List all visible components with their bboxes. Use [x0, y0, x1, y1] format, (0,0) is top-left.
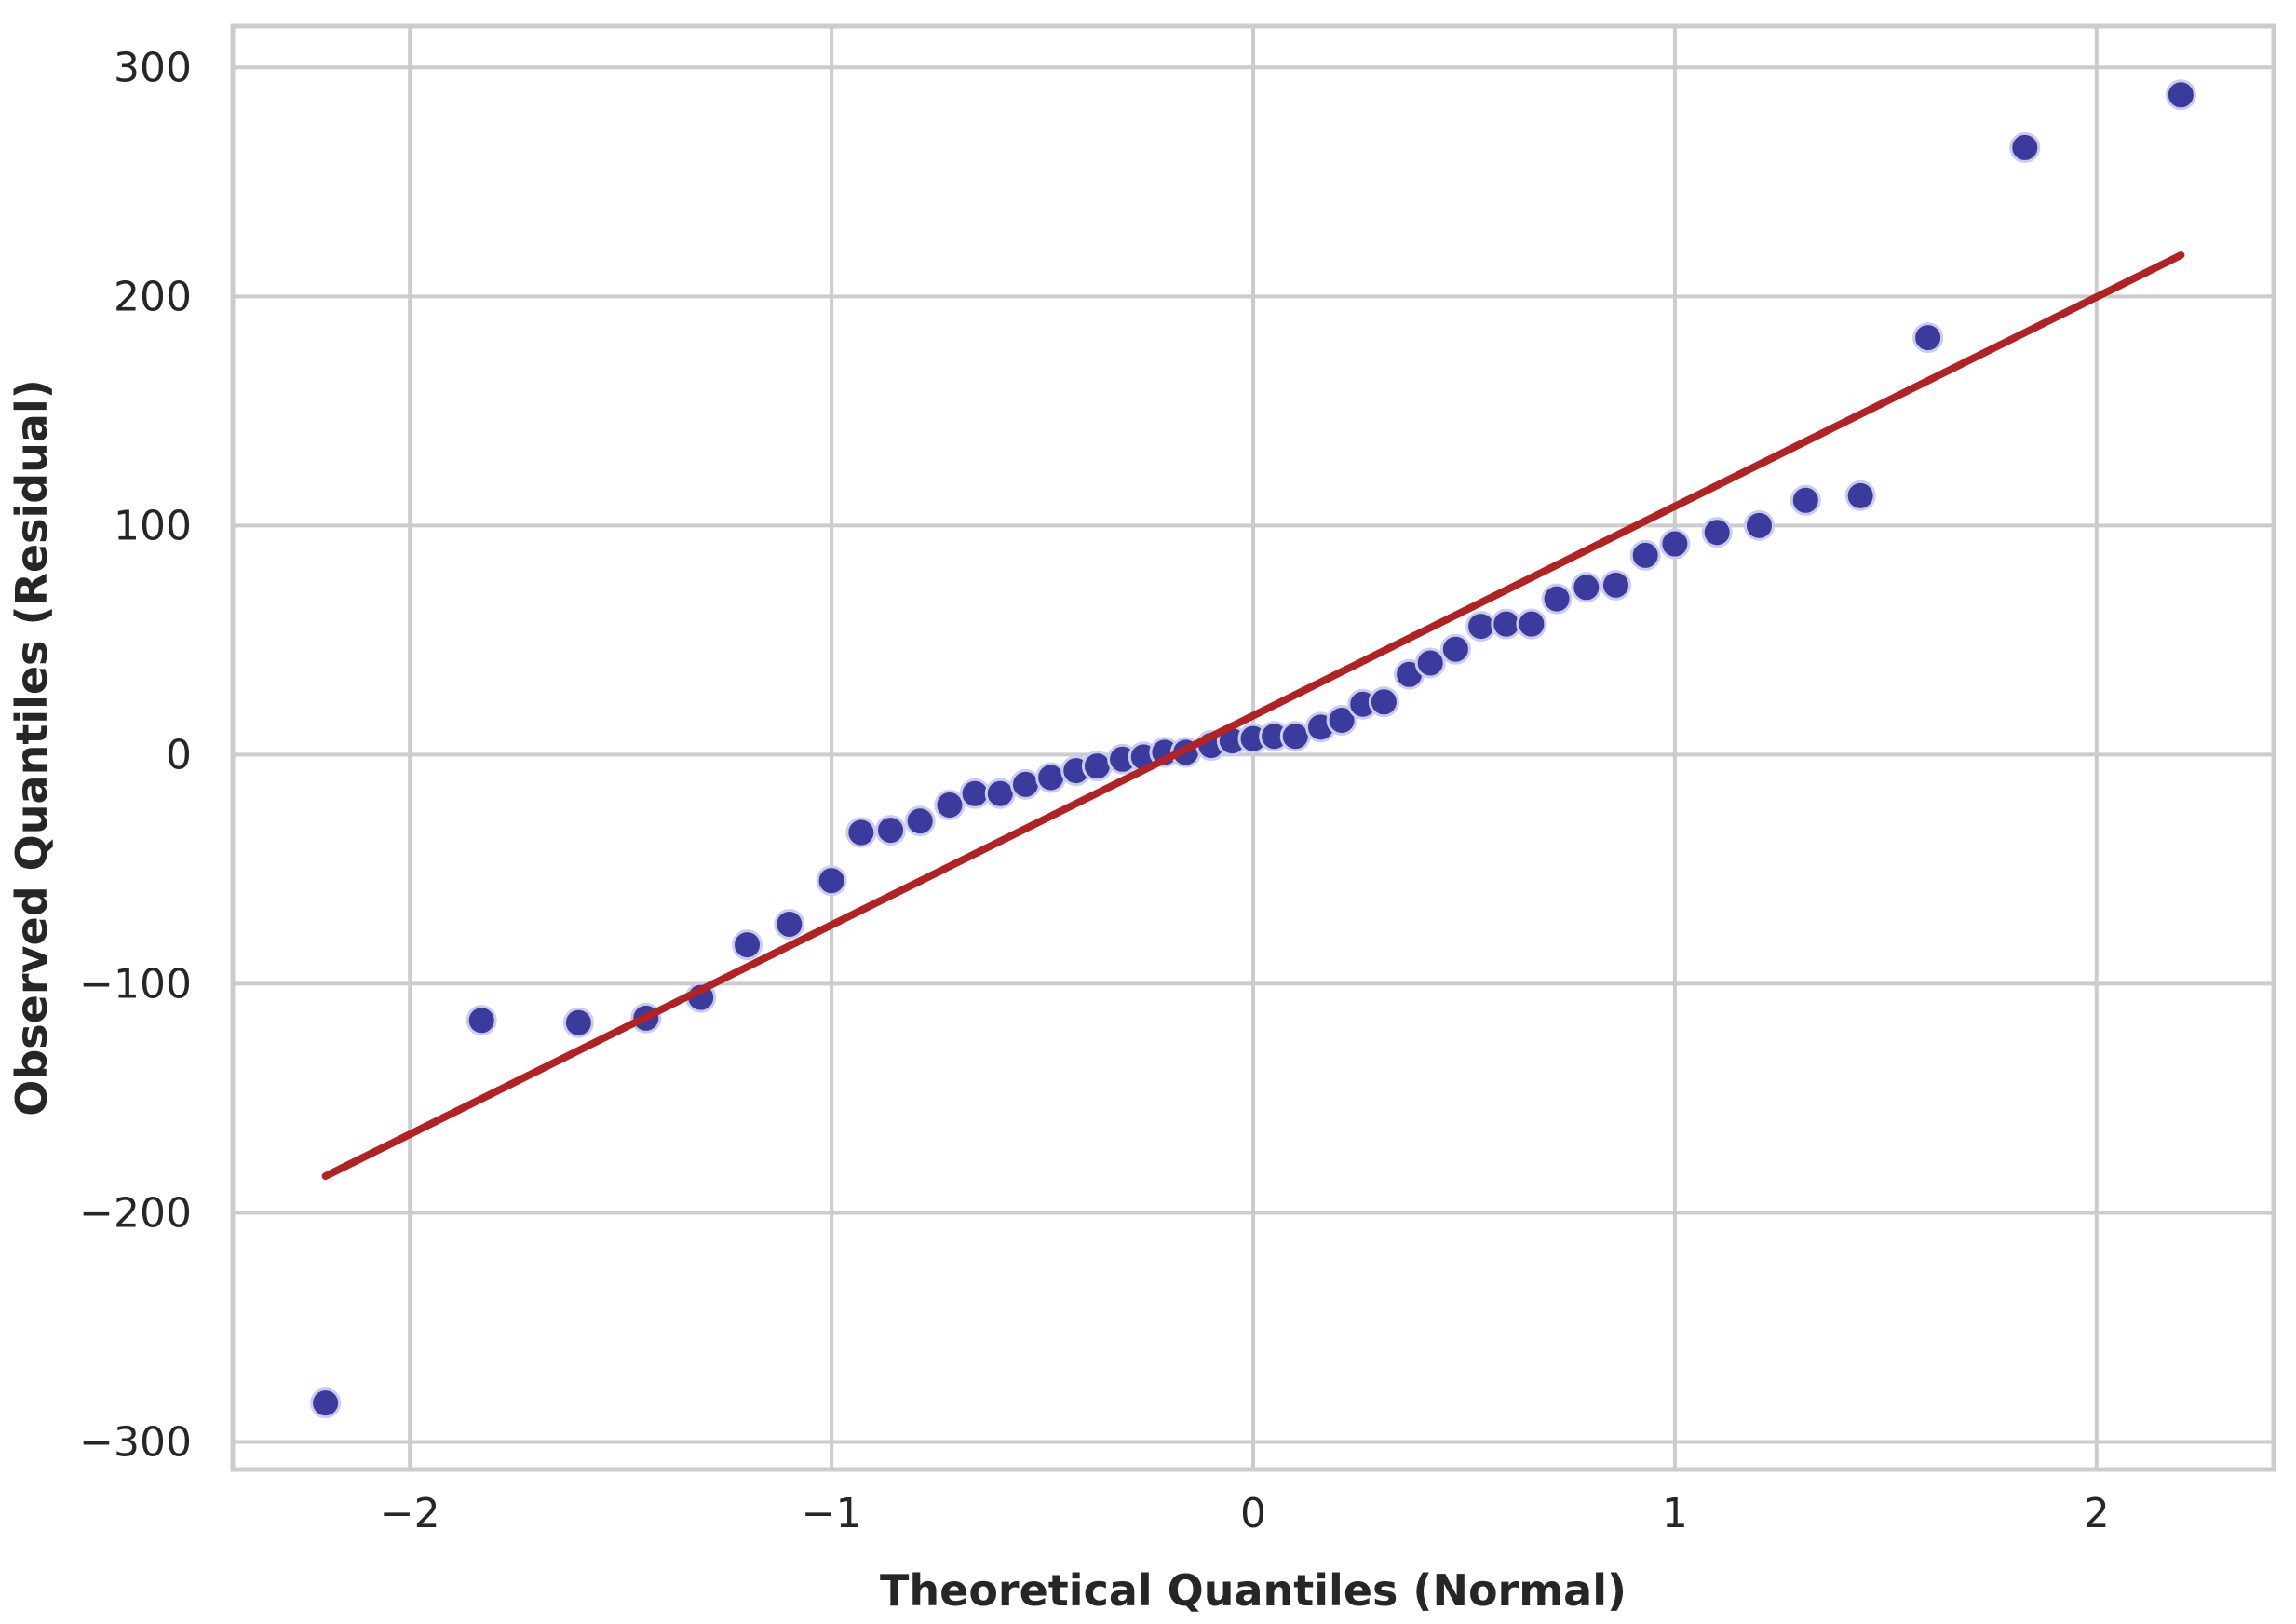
- y-tick-label: −300: [79, 1418, 192, 1466]
- x-axis-label: Theoretical Quantiles (Normal): [880, 1565, 1627, 1616]
- data-point: [845, 817, 877, 848]
- x-tick-label: −1: [802, 1490, 862, 1537]
- data-point: [466, 1005, 497, 1036]
- data-point: [1516, 608, 1547, 640]
- y-tick-label: 200: [114, 273, 192, 320]
- data-point: [732, 929, 763, 961]
- data-point: [1081, 751, 1113, 782]
- data-point: [875, 815, 907, 846]
- data-point: [934, 790, 966, 821]
- data-point: [1035, 762, 1067, 793]
- data-point: [1541, 583, 1573, 615]
- data-point: [1368, 686, 1399, 718]
- data-point: [1600, 569, 1631, 601]
- data-point: [1743, 509, 1775, 541]
- y-tick-label: 100: [114, 502, 192, 549]
- data-point: [1629, 539, 1661, 571]
- data-point: [2009, 131, 2041, 163]
- data-point: [904, 805, 936, 837]
- x-tick-label: 0: [1240, 1490, 1266, 1537]
- data-point: [1279, 721, 1311, 752]
- data-point: [2165, 79, 2196, 111]
- x-tick-label: −2: [380, 1490, 440, 1537]
- x-tick-label: 2: [2084, 1490, 2110, 1537]
- data-point: [1659, 528, 1691, 560]
- data-point: [562, 1007, 594, 1038]
- y-tick-labels: −300 −200 −100 0 100 200 300: [79, 44, 192, 1466]
- plot-frame: [230, 23, 2276, 1472]
- y-axis-label: Observed Quantiles (Residual): [7, 379, 57, 1116]
- data-point: [1701, 517, 1733, 548]
- grid-lines: [233, 26, 2274, 1469]
- data-point: [1009, 768, 1041, 800]
- data-point: [1414, 647, 1446, 679]
- y-tick-label: −100: [79, 960, 192, 1008]
- data-point: [1912, 322, 1944, 354]
- data-point: [774, 908, 805, 940]
- data-point: [1326, 704, 1357, 736]
- data-point: [1439, 633, 1471, 665]
- y-tick-label: 0: [166, 731, 192, 778]
- fit-line: [321, 251, 2185, 1181]
- y-tick-label: −200: [79, 1189, 192, 1237]
- y-tick-label: 300: [114, 44, 192, 91]
- data-point: [1790, 484, 1821, 516]
- x-tick-labels: −2 −1 0 1 2: [380, 1490, 2110, 1537]
- data-point: [959, 778, 991, 809]
- data-point: [1571, 572, 1602, 603]
- data-point: [816, 865, 847, 897]
- data-point: [1491, 608, 1522, 640]
- data-point: [310, 1387, 342, 1419]
- x-tick-label: 1: [1662, 1490, 1688, 1537]
- data-point: [984, 778, 1016, 809]
- data-point: [1844, 480, 1876, 511]
- data-point: [1465, 611, 1497, 643]
- fit-line-layer: [321, 251, 2185, 1181]
